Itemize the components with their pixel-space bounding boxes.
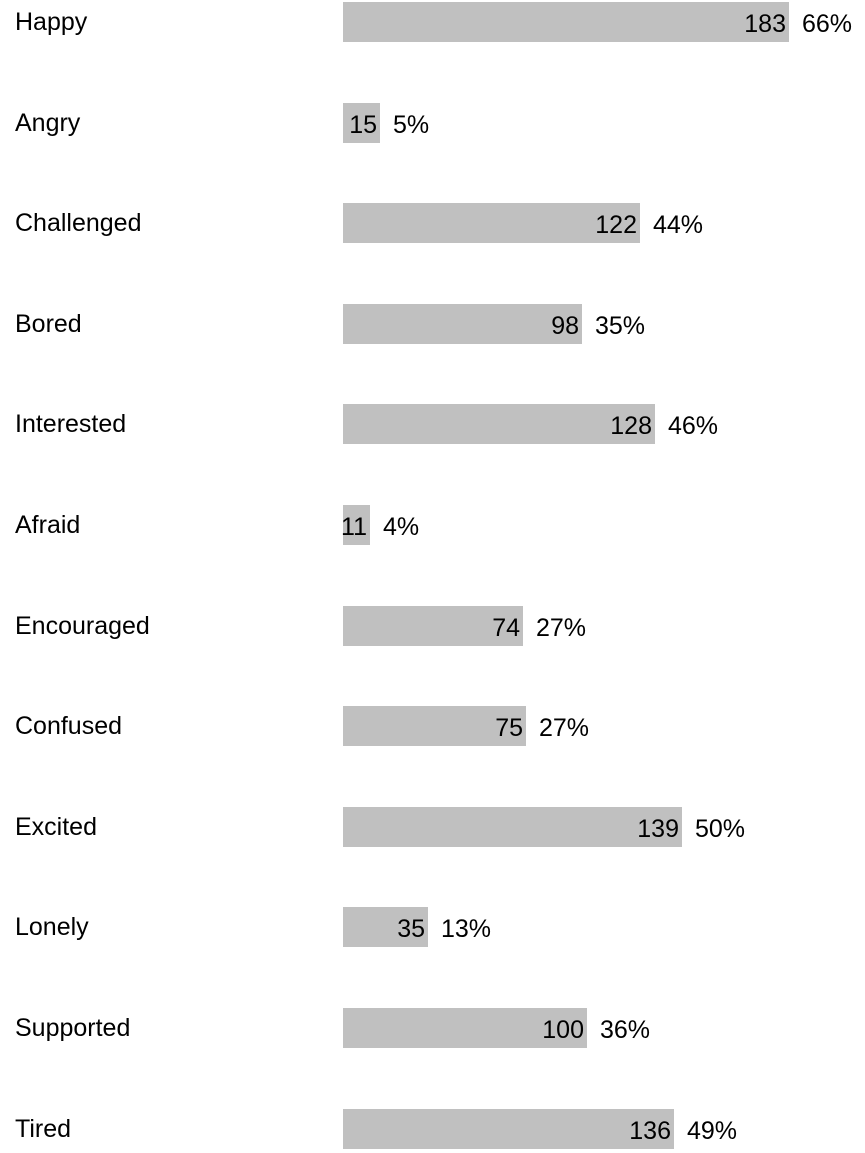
count-label: 183 bbox=[744, 10, 786, 38]
bar-row: Interested 128 46% bbox=[0, 402, 865, 446]
bar bbox=[343, 807, 682, 847]
bar-row: Happy 183 66% bbox=[0, 0, 865, 44]
bar bbox=[343, 103, 380, 143]
category-label: Lonely bbox=[15, 913, 89, 941]
category-label: Afraid bbox=[15, 511, 81, 539]
category-label: Interested bbox=[15, 410, 127, 438]
category-label: Angry bbox=[15, 109, 81, 137]
percent-label: 49% bbox=[687, 1117, 738, 1145]
bar-row: Bored 98 35% bbox=[0, 302, 865, 346]
category-label: Supported bbox=[15, 1014, 131, 1042]
count-label: 100 bbox=[542, 1016, 584, 1044]
category-label: Confused bbox=[15, 712, 123, 740]
bar bbox=[343, 2, 789, 42]
bar-row: Supported 100 36% bbox=[0, 1006, 865, 1050]
percent-label: 27% bbox=[536, 614, 587, 642]
count-label: 139 bbox=[637, 815, 679, 843]
category-label: Happy bbox=[15, 8, 88, 36]
bar-row: Lonely 35 13% bbox=[0, 905, 865, 949]
percent-label: 44% bbox=[653, 211, 704, 239]
bar bbox=[343, 606, 523, 646]
bar bbox=[343, 1008, 587, 1048]
count-label: 128 bbox=[610, 412, 652, 440]
count-label: 98 bbox=[551, 312, 579, 340]
count-label: 15 bbox=[349, 111, 377, 139]
category-label: Bored bbox=[15, 310, 82, 338]
bar-row: Excited 139 50% bbox=[0, 805, 865, 849]
bar-row: Tired 136 49% bbox=[0, 1107, 865, 1151]
category-label: Encouraged bbox=[15, 612, 150, 640]
category-label: Excited bbox=[15, 813, 97, 841]
bar bbox=[343, 404, 655, 444]
count-label: 136 bbox=[629, 1117, 671, 1145]
percent-label: 35% bbox=[595, 312, 646, 340]
bar bbox=[343, 706, 526, 746]
percent-label: 50% bbox=[695, 815, 746, 843]
percent-label: 66% bbox=[802, 10, 853, 38]
bar bbox=[343, 907, 428, 947]
count-label: 35 bbox=[397, 915, 425, 943]
count-label: 74 bbox=[492, 614, 520, 642]
category-label: Tired bbox=[15, 1115, 72, 1143]
bar-row: Afraid 11 4% bbox=[0, 503, 865, 547]
bar-row: Confused 75 27% bbox=[0, 704, 865, 748]
bar bbox=[343, 304, 582, 344]
percent-label: 27% bbox=[539, 714, 590, 742]
bar-row: Angry 15 5% bbox=[0, 101, 865, 145]
category-label: Challenged bbox=[15, 209, 142, 237]
count-label: 75 bbox=[495, 714, 523, 742]
bar bbox=[343, 1109, 674, 1149]
percent-label: 4% bbox=[383, 513, 420, 541]
bar bbox=[343, 505, 370, 545]
percent-label: 5% bbox=[393, 111, 430, 139]
bar bbox=[343, 203, 640, 243]
count-label: 122 bbox=[595, 211, 637, 239]
percent-label: 46% bbox=[668, 412, 719, 440]
percent-label: 36% bbox=[600, 1016, 651, 1044]
bar-row: Encouraged 74 27% bbox=[0, 604, 865, 648]
count-label: 11 bbox=[341, 513, 367, 541]
percent-label: 13% bbox=[441, 915, 492, 943]
bar-row: Challenged 122 44% bbox=[0, 201, 865, 245]
